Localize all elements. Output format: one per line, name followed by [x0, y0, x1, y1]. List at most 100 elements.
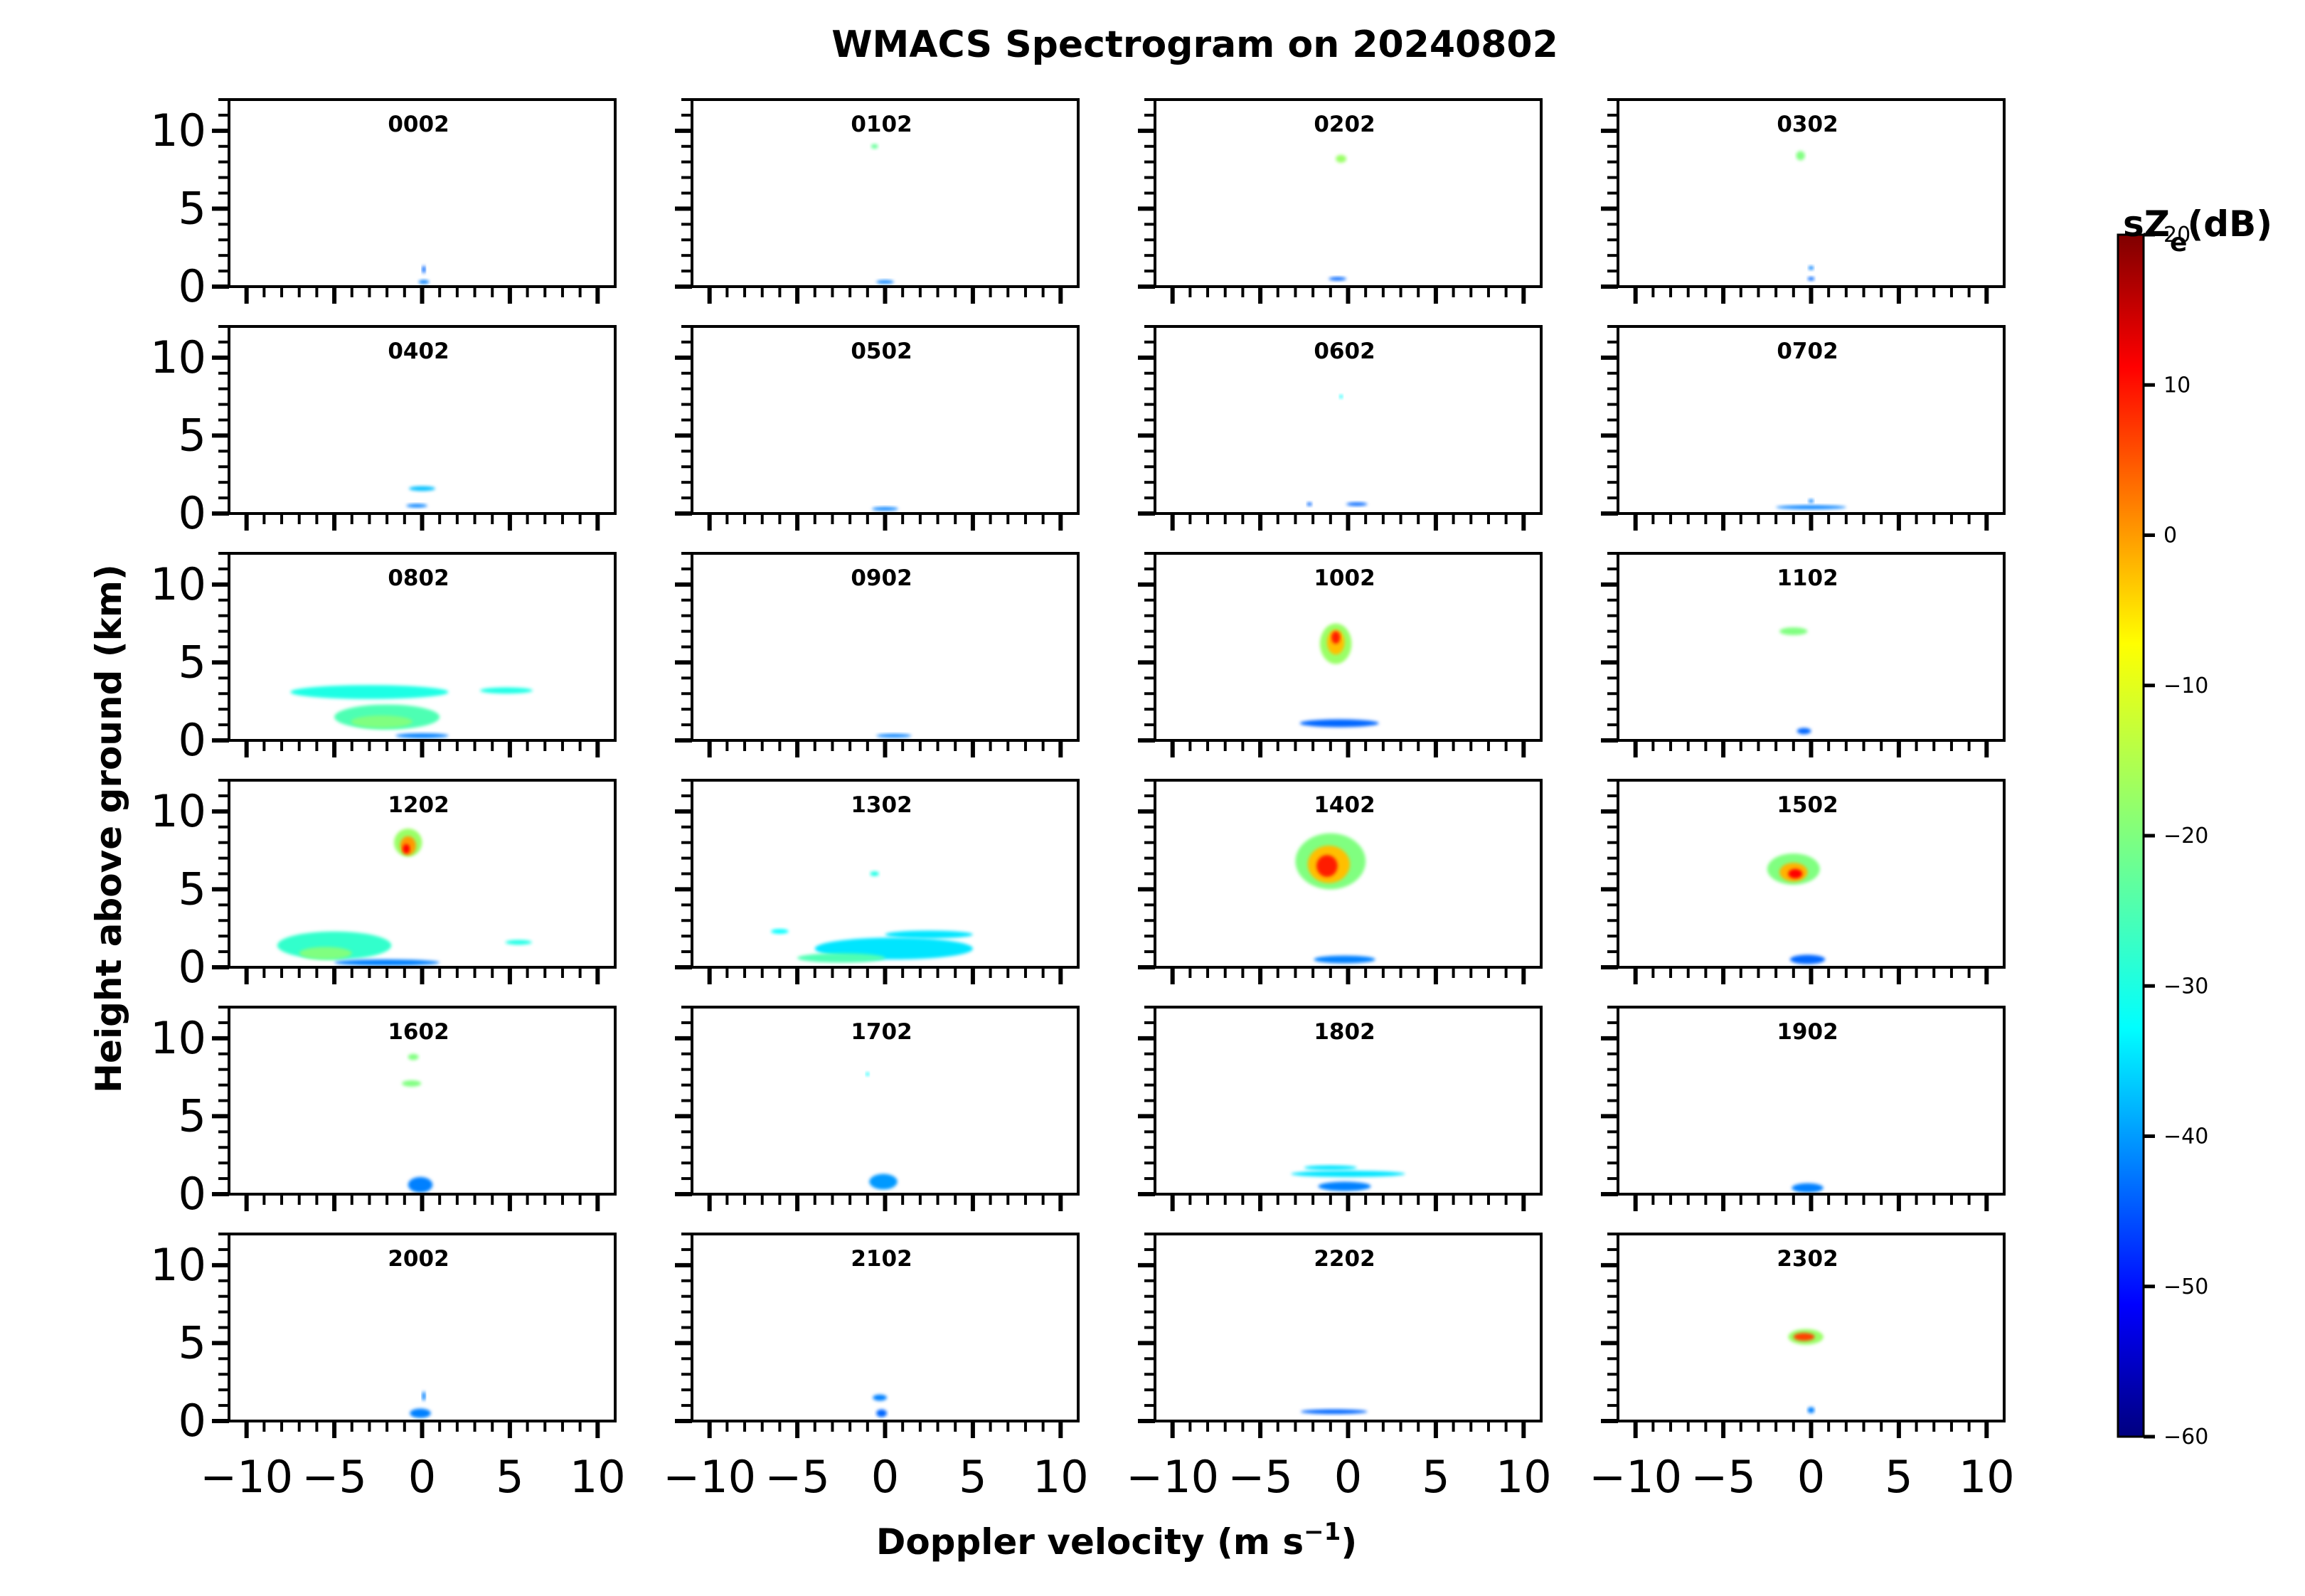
- panel-1602: 1602 0 5 10: [150, 1006, 617, 1220]
- panel-label: 1402: [1314, 792, 1375, 818]
- x-tick-label: 0: [871, 1451, 899, 1503]
- x-tick-label: −5: [1691, 1451, 1755, 1503]
- colorbar-ticks: 20 10 0 −10 −20 −30 −40 −50 −60: [2144, 223, 2208, 1449]
- panel-label: 1802: [1314, 1019, 1375, 1045]
- echo-group: [418, 265, 430, 284]
- panel-0302: 0302: [1601, 98, 2006, 304]
- y-tick-label: 0: [179, 1168, 206, 1220]
- echo-mark: [797, 953, 885, 963]
- echo-group: [290, 685, 533, 738]
- panel-label: 0002: [388, 112, 449, 137]
- x-tick-label: −10: [663, 1451, 756, 1503]
- y-tick-label: 10: [150, 558, 206, 610]
- echo-group: [277, 828, 532, 966]
- echo-group: [1788, 1329, 1824, 1414]
- panel-0102: 0102: [675, 98, 1080, 304]
- panel-grid: 0002 0 5 10 0102 0202 0302 0402 0 5 10 0502 0602 0702…: [150, 98, 2015, 1503]
- panel-0802: 0802 0 5 10: [150, 552, 617, 766]
- echo-mark: [408, 1053, 419, 1060]
- echo-group: [1300, 1409, 1368, 1415]
- panel-0602: 0602: [1138, 325, 1543, 531]
- y-tick-label: 10: [150, 331, 206, 383]
- echo-mark: [870, 871, 879, 876]
- echo-group: [1295, 833, 1375, 964]
- echo-group: [406, 486, 436, 508]
- y-tick-label: 5: [179, 182, 206, 234]
- panel-0402: 0402 0 5 10: [150, 325, 617, 539]
- figure-title: WMACS Spectrogram on 20240802: [831, 23, 1558, 66]
- echo-mark: [403, 844, 410, 854]
- echo-mark: [885, 930, 973, 939]
- panel-label: 2002: [388, 1246, 449, 1272]
- echo-mark: [1796, 151, 1805, 161]
- echo-group: [1299, 623, 1379, 728]
- panel-label: 2202: [1314, 1246, 1375, 1272]
- echo-mark: [1807, 277, 1815, 281]
- x-tick-label: 10: [1033, 1451, 1089, 1503]
- panel-label: 1202: [388, 792, 449, 818]
- echo-group: [876, 733, 912, 738]
- panel-0202: 0202: [1138, 98, 1543, 304]
- x-tick-label: 0: [1797, 1451, 1825, 1503]
- echo-mark: [1329, 277, 1347, 281]
- y-tick-label: 0: [179, 1395, 206, 1447]
- echo-mark: [871, 506, 899, 511]
- colorbar-gradient: [2117, 233, 2145, 1438]
- x-tick-label: 10: [1496, 1451, 1552, 1503]
- echo-group: [1767, 853, 1826, 964]
- y-tick-label: 10: [150, 785, 206, 837]
- panel-0902: 0902: [675, 552, 1080, 757]
- colorbar: 20 10 0 −10 −20 −30 −40 −50 −60 sZe(dB): [2117, 203, 2272, 1449]
- echo-mark: [876, 1409, 887, 1417]
- echo-mark: [871, 144, 878, 149]
- panel-label: 0402: [388, 339, 449, 364]
- echo-group: [871, 506, 899, 511]
- panel-label: 0202: [1314, 112, 1375, 137]
- echo-mark: [876, 280, 894, 284]
- panel-label: 0502: [851, 339, 912, 364]
- panel-1902: 1902: [1601, 1006, 2006, 1211]
- panel-1002: 1002: [1138, 552, 1543, 757]
- echo-mark: [410, 1408, 431, 1418]
- panel-label: 1302: [851, 792, 912, 818]
- echo-mark: [1779, 627, 1808, 636]
- echo-mark: [402, 1080, 422, 1087]
- echo-group: [771, 871, 973, 963]
- x-tick-label: 5: [1885, 1451, 1912, 1503]
- echo-mark: [869, 1174, 898, 1190]
- echo-mark: [873, 1394, 887, 1401]
- x-tick-label: −10: [1589, 1451, 1682, 1503]
- echo-mark: [299, 947, 352, 960]
- echo-group: [1291, 1165, 1405, 1191]
- echo-mark: [1807, 1407, 1815, 1414]
- echo-mark: [1299, 719, 1379, 728]
- echo-mark: [1306, 502, 1312, 506]
- echo-mark: [866, 1072, 870, 1076]
- panel-1802: 1802: [1138, 1006, 1543, 1211]
- panel-label: 1502: [1777, 792, 1838, 818]
- colorbar-tick-label: −30: [2163, 974, 2208, 999]
- echo-mark: [1793, 1333, 1815, 1341]
- colorbar-label-subscript: e: [2170, 228, 2187, 257]
- x-tick-label: −5: [765, 1451, 829, 1503]
- echo-group: [1796, 151, 1815, 281]
- panel-label: 0702: [1777, 339, 1838, 364]
- x-tick-label: −5: [302, 1451, 366, 1503]
- y-tick-label: 10: [150, 1012, 206, 1064]
- panel-1502: 1502: [1601, 779, 2006, 984]
- echo-group: [1792, 1183, 1824, 1193]
- panel-1402: 1402: [1138, 779, 1543, 984]
- echo-mark: [1808, 499, 1814, 503]
- x-tick-label: −5: [1228, 1451, 1292, 1503]
- colorbar-label: sZe(dB): [2123, 203, 2272, 257]
- panel-label: 1702: [851, 1019, 912, 1045]
- panel-0702: 0702: [1601, 325, 2006, 531]
- echo-mark: [1339, 395, 1343, 399]
- panel-0002: 0002 0 5 10: [150, 98, 617, 312]
- echo-mark: [1291, 1171, 1405, 1177]
- y-tick-label: 5: [179, 409, 206, 461]
- echo-group: [1776, 499, 1846, 509]
- x-tick-label: −10: [200, 1451, 293, 1503]
- x-tick-label: 5: [959, 1451, 986, 1503]
- panel-label: 1002: [1314, 565, 1375, 591]
